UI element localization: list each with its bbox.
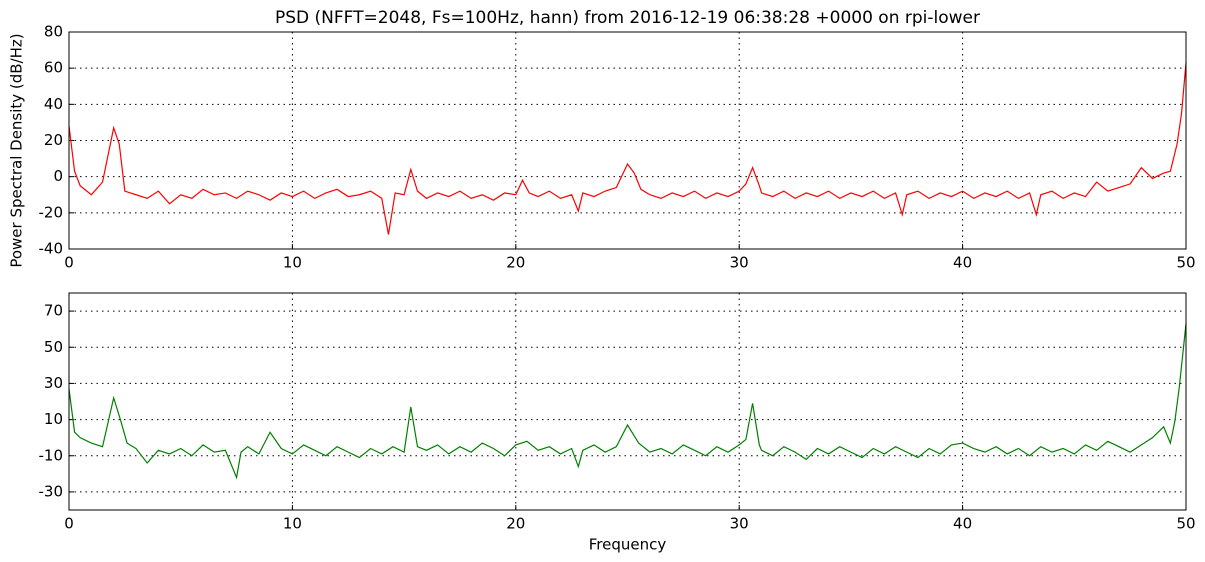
x-tick-label: 20 xyxy=(506,515,525,533)
y-tick-label: 80 xyxy=(44,23,63,41)
x-tick-label: 30 xyxy=(730,515,749,533)
x-tick-label: 10 xyxy=(283,515,302,533)
y-tick-label: 60 xyxy=(44,59,63,77)
y-tick-label: 10 xyxy=(44,410,63,428)
y-tick-label: 70 xyxy=(44,302,63,320)
x-tick-label: 40 xyxy=(953,515,972,533)
y-tick-label: -10 xyxy=(39,446,64,464)
y-tick-label: -40 xyxy=(39,240,64,258)
psd-line xyxy=(68,323,1187,480)
psd-line xyxy=(68,62,1187,235)
y-tick-label: 20 xyxy=(44,131,63,149)
chart-title: PSD (NFFT=2048, Fs=100Hz, hann) from 201… xyxy=(275,8,980,28)
y-tick-label: -30 xyxy=(39,482,64,500)
x-tick-label: 50 xyxy=(1176,254,1195,272)
x-tick-label: 0 xyxy=(64,254,74,272)
axes-frame xyxy=(68,31,1187,250)
x-tick-label: 30 xyxy=(730,254,749,272)
x-tick-label: 40 xyxy=(953,254,972,272)
x-tick-label: 10 xyxy=(283,254,302,272)
y-tick-label: 50 xyxy=(44,338,63,356)
x-axis-label: Frequency xyxy=(589,536,667,554)
y-tick-label: 0 xyxy=(53,167,63,185)
y-tick-label: 40 xyxy=(44,95,63,113)
y-axis-label: Power Spectral Density (dB/Hz) xyxy=(8,33,26,267)
x-tick-label: 0 xyxy=(64,515,74,533)
y-tick-label: -20 xyxy=(39,203,64,221)
y-tick-label: 30 xyxy=(44,374,63,392)
axes-frame xyxy=(68,292,1187,511)
x-tick-label: 50 xyxy=(1176,515,1195,533)
x-tick-label: 20 xyxy=(506,254,525,272)
